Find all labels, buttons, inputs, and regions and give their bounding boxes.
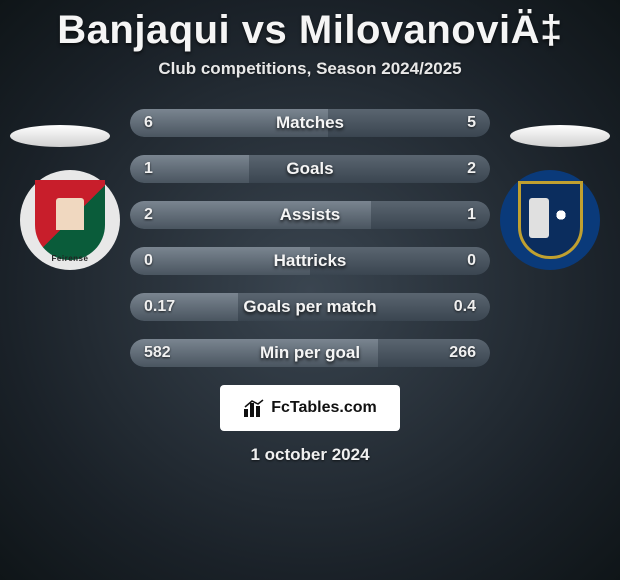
stat-row: 2Assists1 — [130, 201, 490, 229]
stat-value-right: 0.4 — [454, 298, 476, 316]
stat-value-right: 5 — [467, 114, 476, 132]
comparison-date: 1 october 2024 — [0, 445, 620, 465]
stat-label: Assists — [130, 205, 490, 225]
stat-label: Min per goal — [130, 343, 490, 363]
comparison-subtitle: Club competitions, Season 2024/2025 — [0, 59, 620, 79]
stat-row: 0.17Goals per match0.4 — [130, 293, 490, 321]
stat-value-right: 2 — [467, 160, 476, 178]
club-badge-left: Feirense — [20, 170, 120, 270]
club-badge-right — [500, 170, 600, 270]
stat-value-right: 1 — [467, 206, 476, 224]
player-ellipse-left — [10, 125, 110, 147]
club-crest-right — [518, 181, 583, 259]
bar-chart-icon — [243, 399, 265, 417]
stat-label: Goals — [130, 159, 490, 179]
comparison-title: Banjaqui vs MilovanoviÄ‡ — [0, 0, 620, 53]
player-ellipse-right — [510, 125, 610, 147]
stat-label: Matches — [130, 113, 490, 133]
stat-label: Goals per match — [130, 297, 490, 317]
club-crest-left: Feirense — [35, 180, 105, 260]
stat-label: Hattricks — [130, 251, 490, 271]
stat-row: 0Hattricks0 — [130, 247, 490, 275]
stat-row: 1Goals2 — [130, 155, 490, 183]
stat-row: 6Matches5 — [130, 109, 490, 137]
stat-value-right: 0 — [467, 252, 476, 270]
stat-value-right: 266 — [449, 344, 476, 362]
stat-row: 582Min per goal266 — [130, 339, 490, 367]
watermark-badge: FcTables.com — [220, 385, 400, 431]
club-name-left: Feirense — [52, 254, 89, 263]
watermark-text: FcTables.com — [271, 399, 377, 417]
stats-container: 6Matches51Goals22Assists10Hattricks00.17… — [130, 109, 490, 367]
